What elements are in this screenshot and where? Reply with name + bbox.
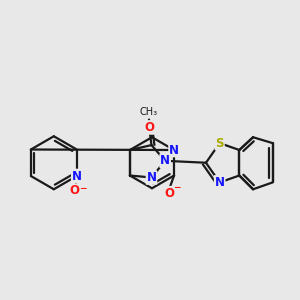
Text: N: N [160, 154, 170, 167]
Text: O: O [70, 184, 80, 197]
Text: −: − [79, 184, 86, 193]
Text: O: O [145, 121, 154, 134]
Text: N: N [215, 176, 225, 189]
Text: CH₃: CH₃ [140, 107, 158, 117]
Text: S: S [215, 136, 224, 150]
Text: N: N [146, 171, 157, 184]
Text: −: − [173, 183, 181, 192]
Text: N: N [72, 169, 82, 182]
Text: O: O [164, 187, 174, 200]
Text: N: N [169, 143, 179, 157]
